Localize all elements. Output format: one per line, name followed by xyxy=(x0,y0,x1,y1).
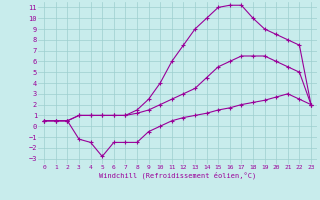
X-axis label: Windchill (Refroidissement éolien,°C): Windchill (Refroidissement éolien,°C) xyxy=(99,172,256,179)
